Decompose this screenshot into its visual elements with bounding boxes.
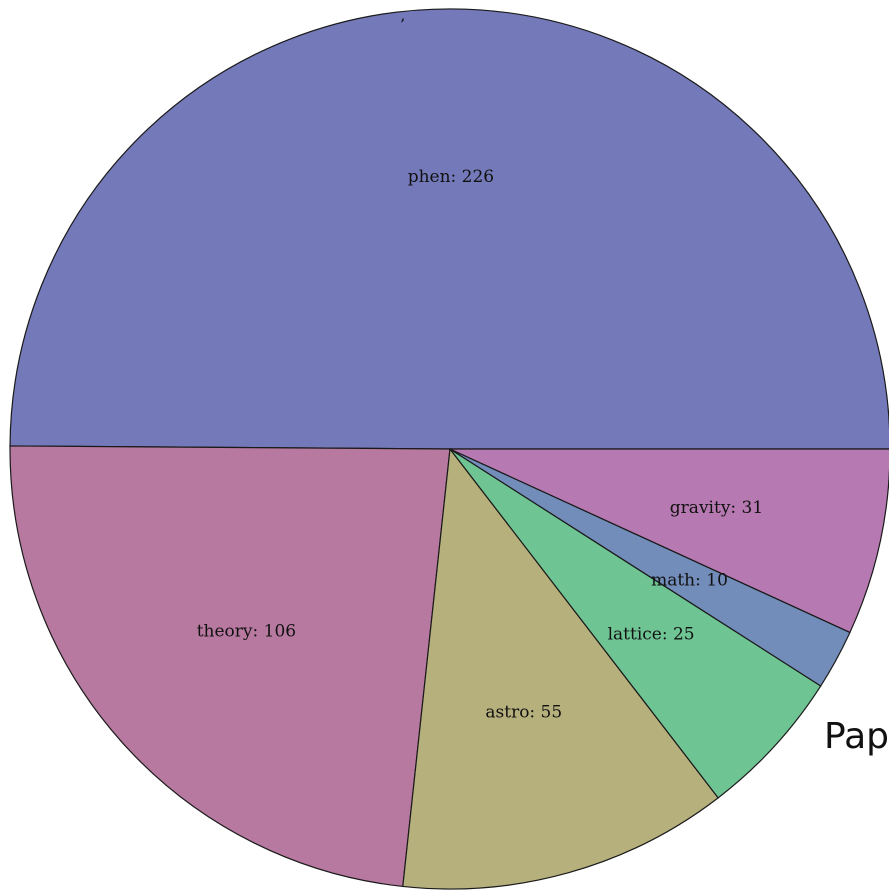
pie-slice-lattice	[449, 448, 822, 799]
pie-label-gravity: gravity: 31	[670, 498, 763, 518]
pie-slice-theory	[9, 445, 451, 888]
pie-slice-astro	[402, 447, 720, 890]
pie-label-math: math: 10	[651, 571, 728, 591]
pie-label-phen: phen: 226	[408, 167, 494, 187]
pie-slices	[9, 8, 889, 890]
truncated-side-text: Pap	[824, 716, 889, 757]
pie-slice-phen	[9, 8, 889, 450]
pie-label-theory: theory: 106	[197, 622, 296, 642]
pie-label-lattice: lattice: 25	[608, 624, 695, 644]
stray-apostrophe-mark: ’	[400, 15, 405, 34]
pie-slice-gravity	[449, 448, 889, 634]
pie-label-astro: astro: 55	[485, 703, 562, 723]
pie-labels: phen: 226 theory: 106 astro: 55 lattice: 25…	[197, 167, 763, 722]
